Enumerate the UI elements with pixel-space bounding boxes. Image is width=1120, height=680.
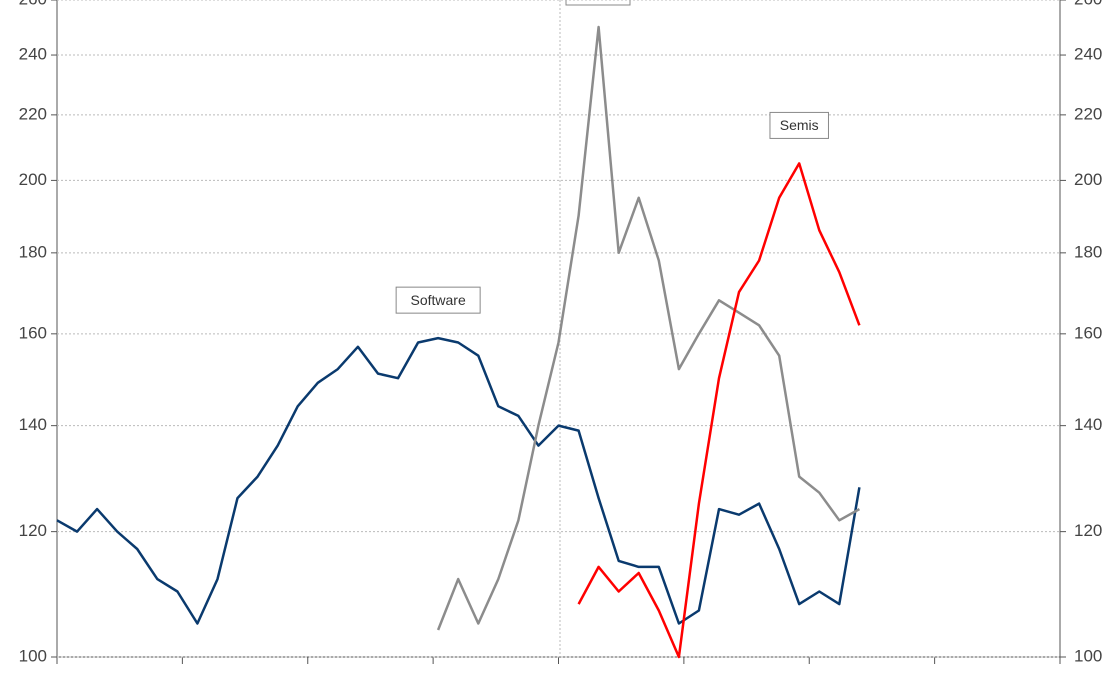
- annotation-box: [769, 111, 829, 139]
- y-tick-label: 120: [19, 521, 47, 540]
- y2-tick-label: 160: [1074, 323, 1102, 342]
- y2-tick-label: 120: [1074, 521, 1102, 540]
- y-tick-label: 100: [19, 646, 47, 665]
- y2-tick-label: 180: [1074, 242, 1102, 261]
- annotation-box: [395, 286, 481, 314]
- y2-tick-label: 100: [1074, 646, 1102, 665]
- y2-tick-label: 200: [1074, 170, 1102, 189]
- series-line: [436, 25, 861, 631]
- y2-tick-label: 220: [1074, 104, 1102, 123]
- y-tick-label: 140: [19, 415, 47, 434]
- annotation: Software: [411, 292, 466, 308]
- y2-tick-label: 140: [1074, 415, 1102, 434]
- annotation: Semis: [780, 117, 819, 133]
- y-tick-label: 260: [19, 0, 47, 8]
- series-line: [56, 336, 861, 625]
- y-tick-label: 180: [19, 242, 47, 261]
- y-tick-label: 200: [19, 170, 47, 189]
- y2-tick-label: 260: [1074, 0, 1102, 8]
- series-line: [577, 162, 861, 659]
- x-ticks: [56, 657, 1061, 664]
- y-tick-label: 240: [19, 45, 47, 64]
- annotation-box: [565, 0, 631, 6]
- y2-tick-label: 240: [1074, 45, 1102, 64]
- y-tick-label: 220: [19, 104, 47, 123]
- y-tick-label: 160: [19, 323, 47, 342]
